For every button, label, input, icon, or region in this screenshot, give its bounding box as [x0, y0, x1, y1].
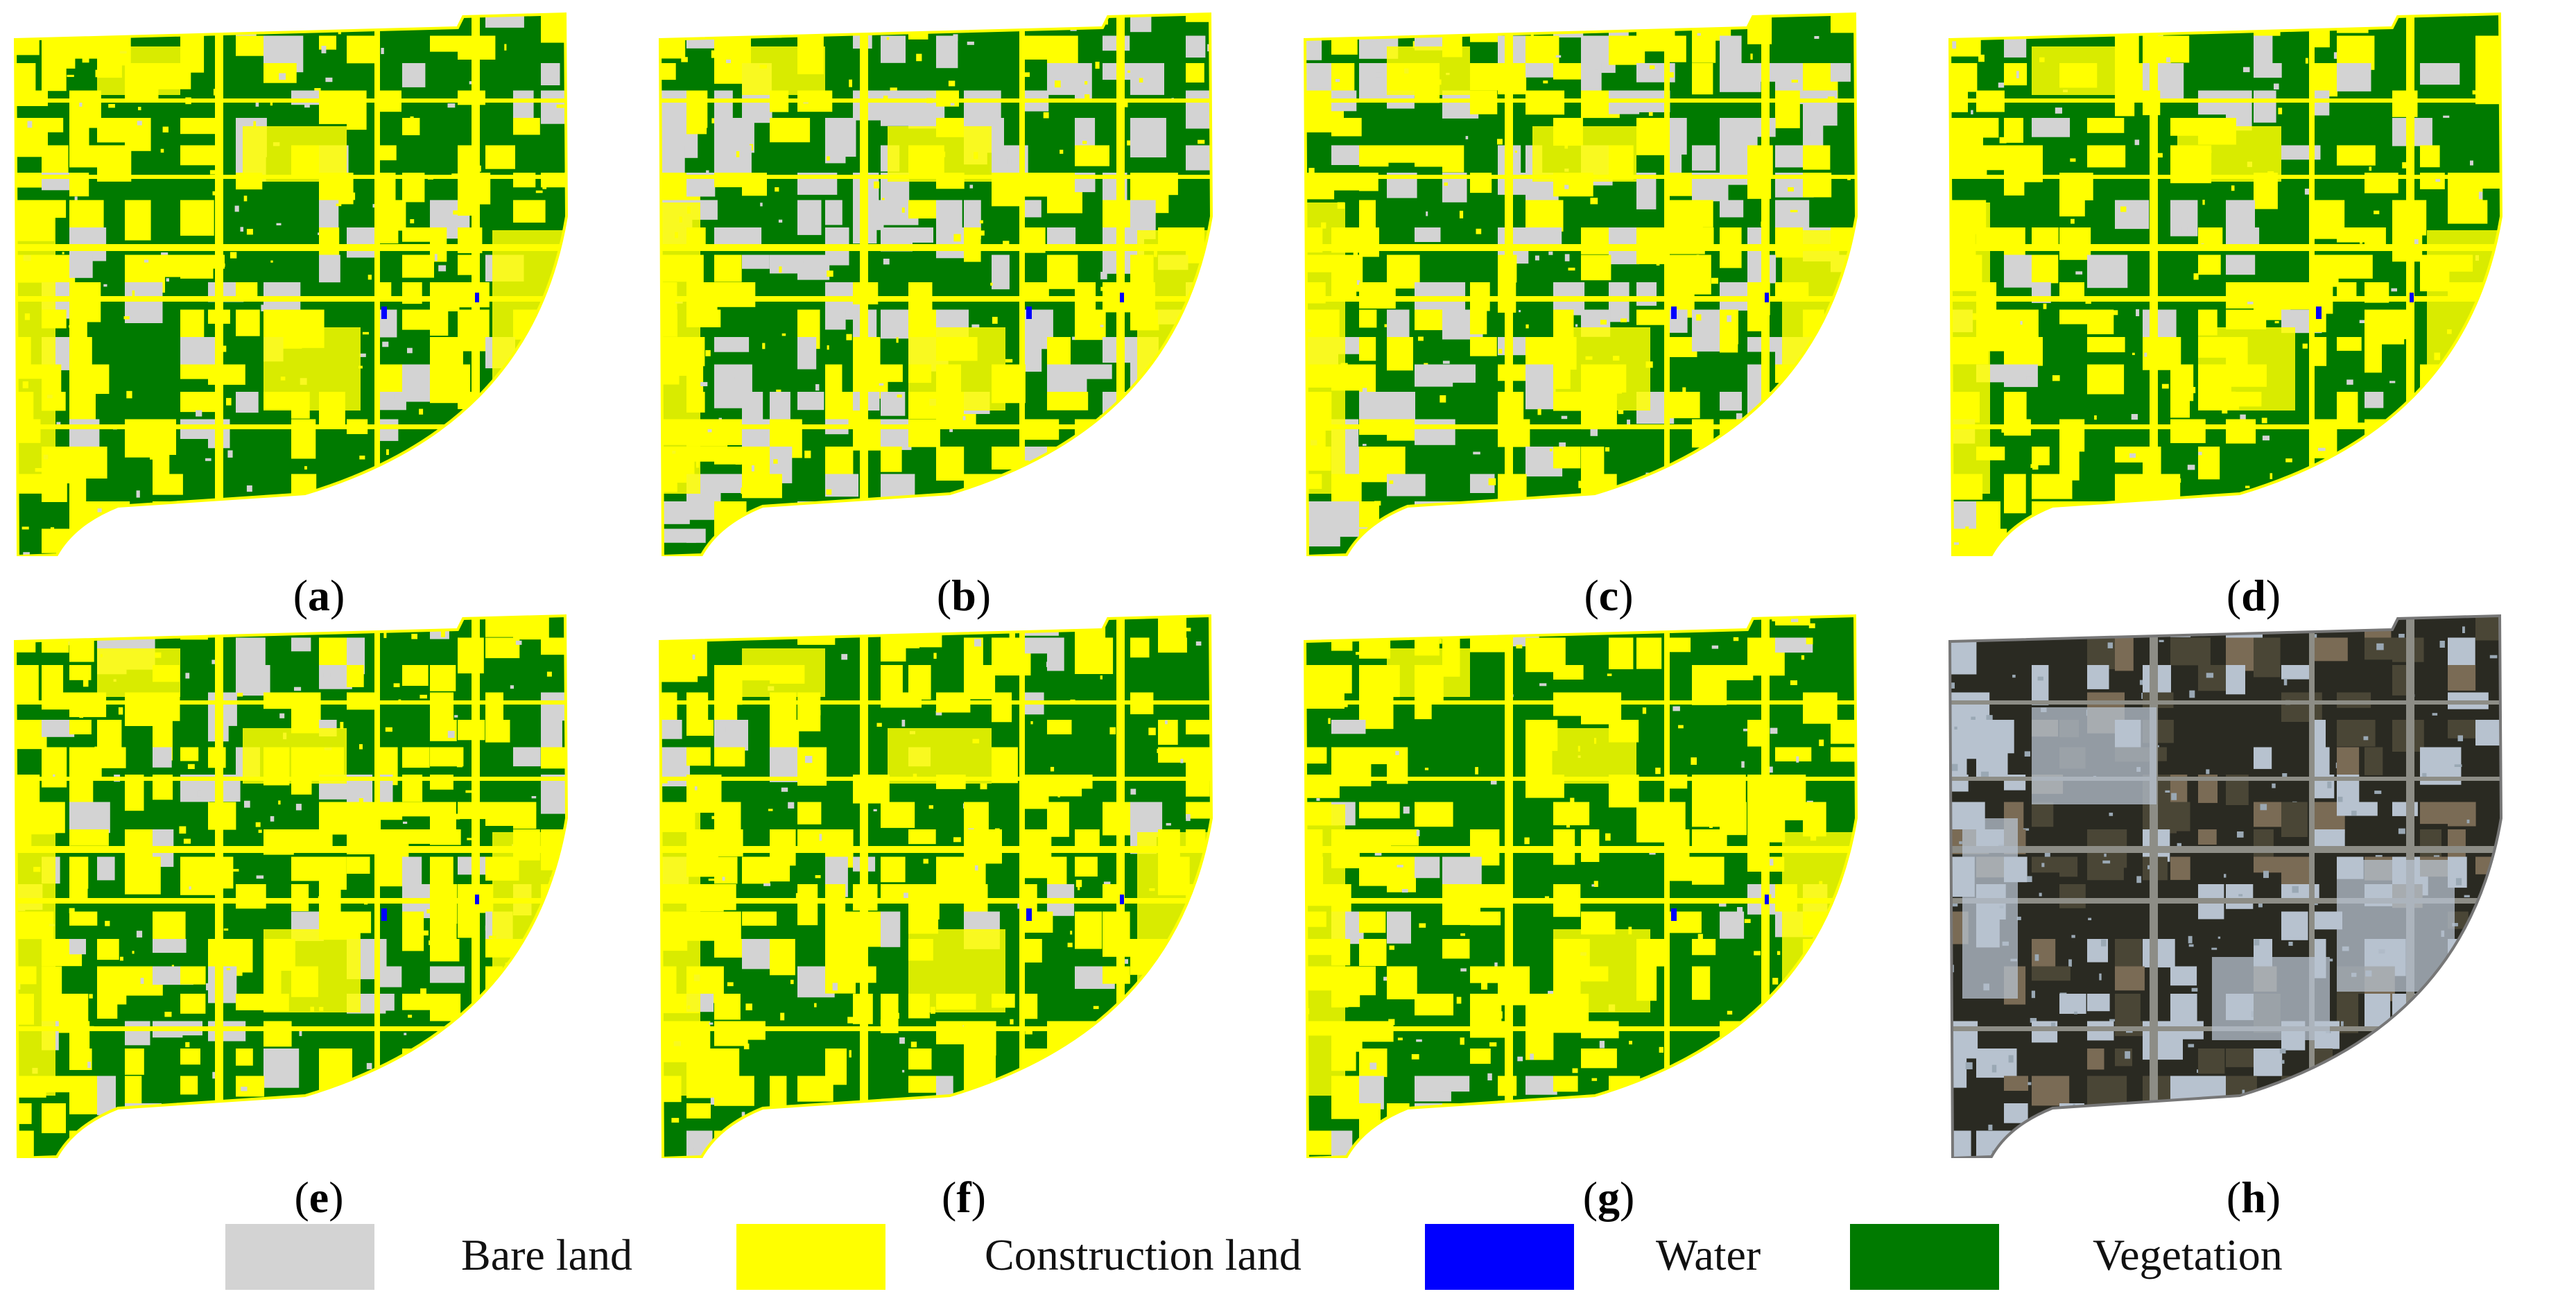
- classification-map-g: [1304, 614, 1858, 1158]
- panel-caption-h: (h): [2226, 1173, 2281, 1222]
- legend-label-vegetation: Vegetation: [2093, 1230, 2283, 1279]
- satellite-image-h: [1948, 614, 2503, 1158]
- legend-label-construction-land: Construction land: [985, 1230, 1302, 1279]
- classification-map-c: [1304, 12, 1858, 556]
- map-panel-a: (a): [14, 8, 624, 620]
- panel-caption-e: (e): [294, 1173, 344, 1222]
- panel-caption-d: (d): [2226, 571, 2281, 620]
- panel-caption-a: (a): [293, 571, 345, 620]
- legend: Bare land Construction land Water Vegeta…: [0, 1217, 2576, 1293]
- map-panel-g: (g): [1304, 610, 1914, 1222]
- legend-label-water: Water: [1656, 1230, 1761, 1279]
- classification-map-f: [659, 614, 1213, 1158]
- legend-swatch-bare-land: [225, 1224, 374, 1290]
- panel-caption-g: (g): [1582, 1173, 1635, 1222]
- classification-map-e: [14, 614, 569, 1158]
- panel-caption-f: (f): [942, 1173, 986, 1222]
- classification-map-d: [1948, 12, 2503, 556]
- map-panel-f: (f): [659, 610, 1269, 1222]
- map-panel-h: (h): [1948, 610, 2559, 1222]
- map-panel-c: (c): [1304, 8, 1914, 620]
- map-panel-b: (b): [659, 8, 1269, 620]
- map-panel-e: (e): [14, 610, 624, 1222]
- legend-swatch-water: [1425, 1224, 1574, 1290]
- legend-swatch-construction-land: [736, 1224, 885, 1290]
- classification-map-a: [14, 12, 569, 556]
- map-panel-d: (d): [1948, 8, 2559, 620]
- legend-label-bare-land: Bare land: [461, 1230, 632, 1279]
- panel-caption-b: (b): [936, 571, 992, 620]
- legend-swatch-vegetation: [1850, 1224, 1999, 1290]
- panel-caption-c: (c): [1584, 571, 1634, 620]
- classification-map-b: [659, 12, 1213, 556]
